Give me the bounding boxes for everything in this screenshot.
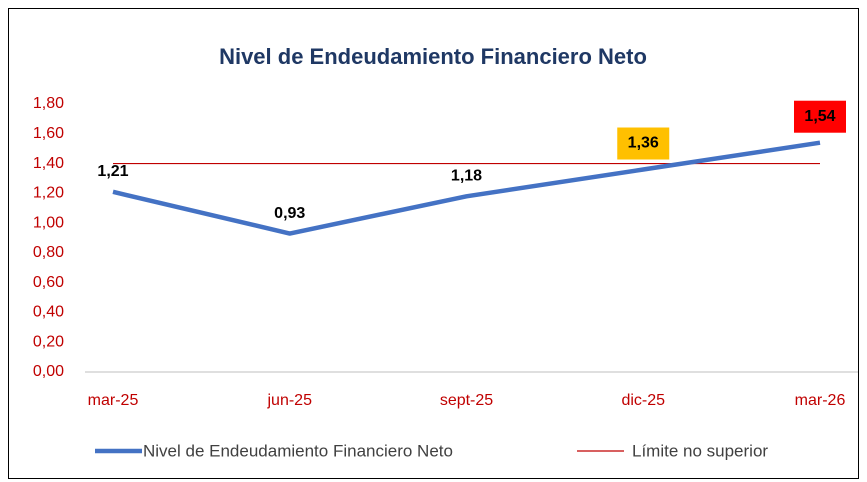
legend-label: Límite no superior bbox=[632, 441, 768, 460]
data-label: 1,54 bbox=[804, 108, 835, 125]
data-label: 1,36 bbox=[628, 135, 659, 152]
x-tick-label: sept-25 bbox=[440, 392, 493, 409]
y-tick-label: 0,60 bbox=[33, 274, 64, 291]
data-line bbox=[112, 140, 821, 236]
y-tick-label: 0,40 bbox=[33, 304, 64, 321]
data-label: 1,21 bbox=[97, 163, 128, 180]
y-tick-label: 1,00 bbox=[33, 214, 64, 231]
chart-border bbox=[8, 8, 859, 479]
y-tick-label: 1,60 bbox=[33, 125, 64, 142]
data-label: 0,93 bbox=[274, 205, 305, 222]
x-tick-label: jun-25 bbox=[267, 392, 313, 409]
y-tick-label: 0,20 bbox=[33, 333, 64, 350]
label-box bbox=[617, 127, 670, 160]
y-tick-label: 0,80 bbox=[33, 244, 64, 261]
legend-label: Nivel de Endeudamiento Financiero Neto bbox=[143, 441, 453, 460]
data-label: 1,18 bbox=[451, 168, 482, 185]
y-tick-label: 1,20 bbox=[33, 185, 64, 202]
x-tick-label: dic-25 bbox=[621, 392, 665, 409]
y-tick-label: 1,40 bbox=[33, 155, 64, 172]
label-box bbox=[794, 100, 846, 133]
y-tick-label: 1,80 bbox=[33, 95, 64, 112]
x-tick-label: mar-26 bbox=[795, 392, 846, 409]
y-tick-label: 0,00 bbox=[33, 363, 64, 380]
x-tick-label: mar-25 bbox=[88, 392, 139, 409]
chart-title: Nivel de Endeudamiento Financiero Neto bbox=[219, 44, 647, 69]
